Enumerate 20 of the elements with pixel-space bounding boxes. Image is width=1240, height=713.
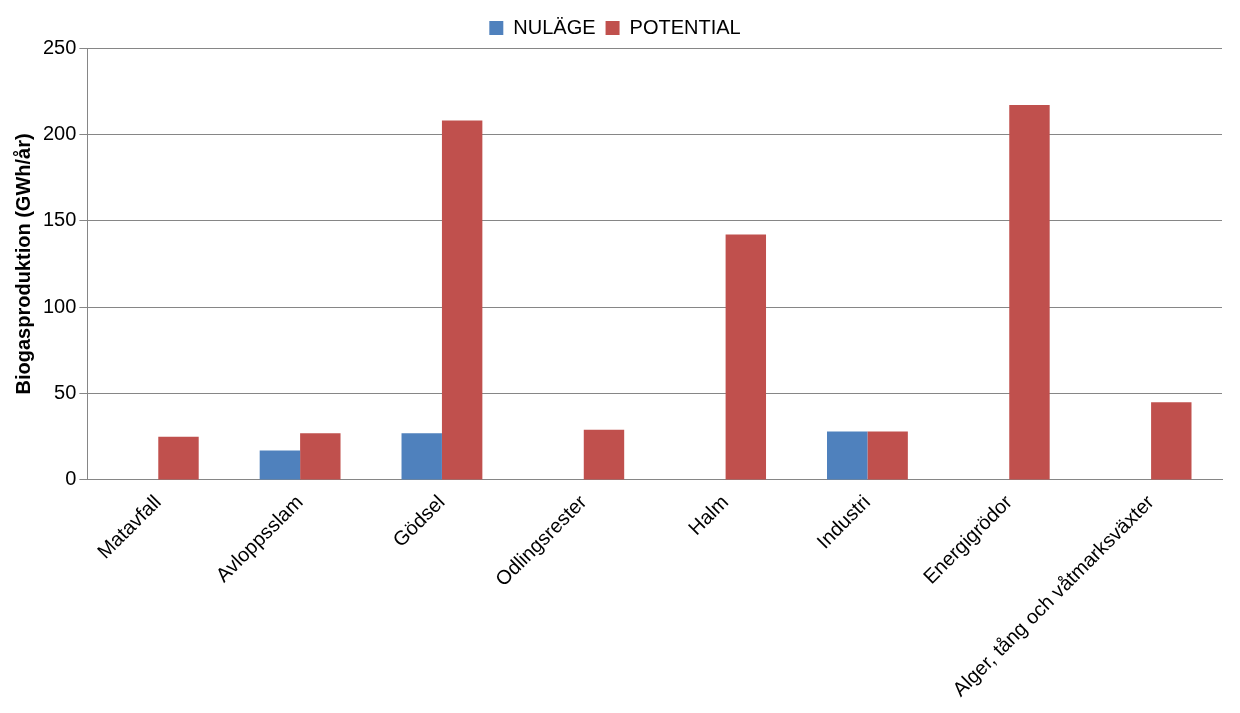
y-tick-label: 0 [65, 467, 77, 490]
bar [158, 436, 199, 480]
legend-label: NULÄGE [513, 15, 596, 38]
bar [1009, 105, 1050, 480]
y-tick-label: 150 [42, 208, 77, 231]
y-tick-label: 50 [54, 381, 77, 404]
bar [441, 120, 483, 480]
y-tick-label: 250 [42, 35, 77, 58]
bar [867, 431, 908, 480]
y-tick-label: 100 [42, 294, 77, 317]
bar [300, 433, 341, 480]
y-axis-title: Biogasproduktion (GWh/år) [11, 133, 34, 395]
y-tick-label: 200 [42, 121, 77, 144]
bar [401, 433, 442, 480]
bar [583, 429, 625, 480]
legend-label: POTENTIAL [629, 15, 741, 38]
bar [725, 234, 767, 480]
bar [827, 431, 868, 480]
bar [259, 450, 301, 480]
bar [1151, 402, 1192, 480]
